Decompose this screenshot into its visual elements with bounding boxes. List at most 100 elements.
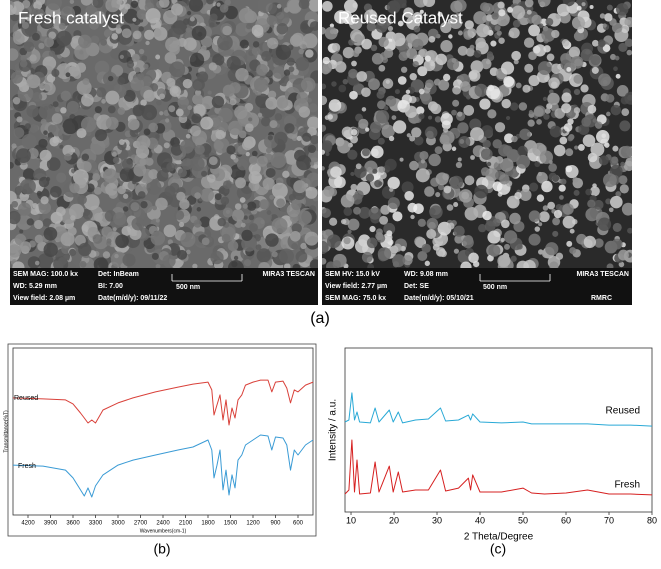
sem-grain bbox=[412, 38, 424, 51]
sem-grain bbox=[417, 160, 428, 170]
sem-grain bbox=[438, 79, 450, 91]
sem-grain bbox=[131, 53, 140, 62]
sem-grain bbox=[59, 144, 64, 149]
sem-grain bbox=[440, 21, 452, 34]
sem-grain bbox=[331, 81, 337, 87]
sem-grain bbox=[118, 139, 125, 145]
sem-grain bbox=[553, 144, 566, 157]
sem-grain bbox=[130, 77, 145, 92]
sem-grain bbox=[455, 161, 463, 169]
sem-grain bbox=[473, 11, 487, 25]
sem-grain bbox=[180, 232, 196, 248]
sem-grain bbox=[291, 199, 302, 211]
sem-grain bbox=[10, 256, 13, 262]
sem-grain bbox=[200, 116, 214, 130]
sem-grain bbox=[573, 74, 583, 84]
sem-grain bbox=[159, 111, 164, 116]
sem-grain bbox=[376, 90, 385, 99]
sem-grain bbox=[405, 89, 411, 95]
sem-grain bbox=[291, 223, 302, 234]
sem-grain bbox=[563, 123, 573, 132]
sem-grain bbox=[293, 180, 307, 194]
sem-grain bbox=[435, 172, 449, 186]
sem-grain bbox=[267, 90, 277, 99]
sem-grain bbox=[512, 19, 521, 28]
sem-grain bbox=[594, 121, 603, 129]
sem-grain bbox=[610, 53, 617, 60]
sem-grain bbox=[343, 237, 351, 245]
sem-grain bbox=[524, 63, 534, 73]
sem-grain bbox=[150, 230, 166, 246]
sem-grain bbox=[166, 77, 176, 88]
sem-grain bbox=[418, 113, 425, 120]
sem-grain bbox=[555, 252, 564, 260]
sem-grain bbox=[243, 259, 252, 267]
sem-grain bbox=[437, 250, 444, 257]
sem-grain bbox=[604, 13, 613, 22]
sem-grain bbox=[491, 12, 499, 20]
info-text: Date(m/d/y): 09/11/22 bbox=[98, 295, 167, 302]
sem-grain bbox=[259, 199, 270, 210]
sem-grain bbox=[384, 158, 397, 171]
sem-grain bbox=[208, 156, 218, 166]
sem-grain bbox=[369, 121, 382, 134]
x-tick-label: 2100 bbox=[179, 521, 193, 527]
sem-grain bbox=[79, 261, 87, 268]
sem-grain bbox=[492, 181, 503, 192]
x-tick-label: 1200 bbox=[246, 521, 260, 527]
sem-grain bbox=[186, 249, 191, 255]
sem-grain bbox=[177, 168, 188, 178]
sem-grain bbox=[245, 151, 250, 157]
sem-grain bbox=[257, 112, 263, 118]
series-line bbox=[344, 392, 653, 427]
x-tick-label: 30 bbox=[432, 515, 442, 525]
info-text: SEM MAG: 75.0 kx bbox=[325, 295, 386, 302]
sem-grain bbox=[236, 158, 249, 171]
sem-grain bbox=[453, 248, 460, 254]
sem-grain bbox=[602, 44, 611, 52]
sem-grain bbox=[200, 35, 213, 48]
sem-grain bbox=[371, 145, 384, 159]
sem-grain bbox=[513, 59, 519, 65]
sem-grain bbox=[74, 234, 86, 246]
sem-grain bbox=[322, 124, 327, 132]
sem-grain bbox=[615, 3, 629, 16]
sem-grain bbox=[175, 108, 184, 117]
sem-grain bbox=[17, 202, 32, 216]
sem-grain bbox=[189, 16, 195, 22]
sem-grain bbox=[350, 129, 358, 136]
info-bar bbox=[322, 268, 632, 305]
sem-grain bbox=[592, 39, 599, 47]
sem-grain bbox=[473, 50, 482, 58]
sem-grain bbox=[112, 157, 120, 164]
sem-grain bbox=[322, 240, 329, 255]
sem-grain bbox=[38, 201, 52, 214]
sem-grain bbox=[346, 16, 356, 25]
sem-grain bbox=[350, 183, 358, 191]
sem-grain bbox=[92, 173, 101, 182]
sem-grain bbox=[148, 122, 159, 133]
info-text: RMRC bbox=[591, 295, 612, 302]
sem-grain bbox=[193, 104, 206, 117]
sem-grain bbox=[553, 209, 563, 219]
sem-grain bbox=[284, 263, 291, 268]
sem-grain bbox=[615, 191, 622, 197]
sem-grain bbox=[354, 165, 367, 179]
sem-grain bbox=[132, 30, 142, 40]
sem-grain bbox=[599, 13, 606, 19]
sem-grain bbox=[412, 12, 423, 23]
sem-grain bbox=[576, 5, 582, 11]
sem-grain bbox=[265, 233, 279, 247]
sem-grain bbox=[368, 78, 380, 91]
sem-grain bbox=[81, 153, 90, 161]
sem-grain bbox=[214, 140, 224, 151]
sem-grain bbox=[50, 185, 62, 198]
sem-grain bbox=[298, 106, 311, 118]
sem-grain bbox=[504, 133, 514, 144]
sem-grain bbox=[362, 148, 370, 157]
sem-grain bbox=[92, 234, 103, 244]
sem-grain bbox=[116, 24, 121, 29]
sem-grain bbox=[531, 14, 542, 25]
sem-grain bbox=[43, 226, 58, 241]
sem-grain bbox=[211, 95, 225, 109]
